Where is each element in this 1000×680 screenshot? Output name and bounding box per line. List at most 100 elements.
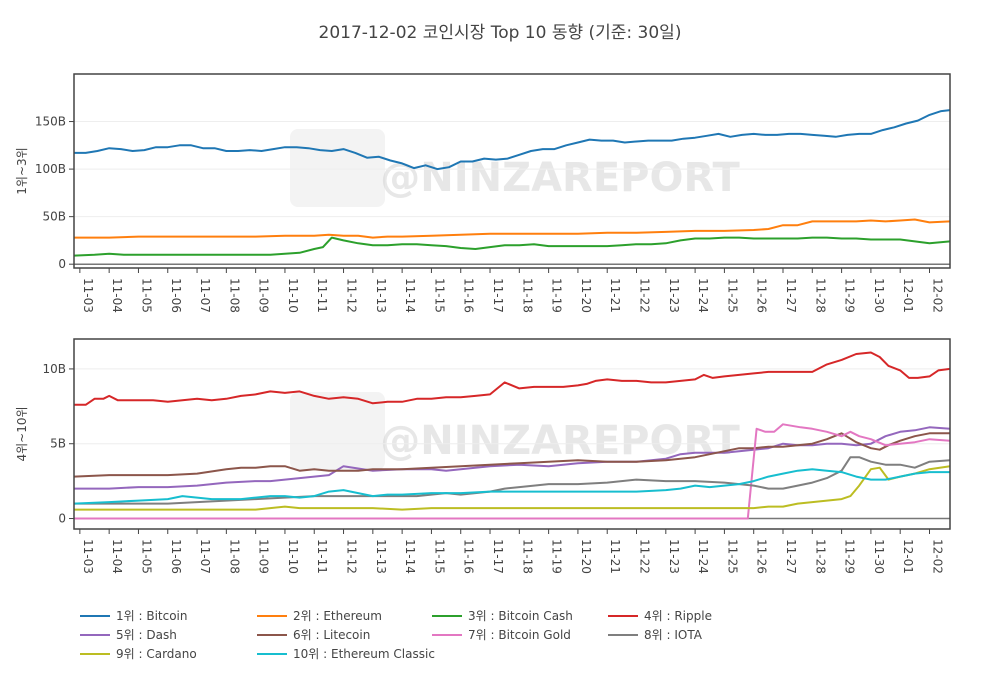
series-line-bitcoin-gold (74, 423, 951, 520)
panel-1: @NINZAREPORT 0 50B 100B 150B 1위~3위 11-03 11-04 1… (15, 73, 951, 313)
legend-label: 2위 : Ethereum (293, 609, 382, 623)
x-tick-label: 11-13 (374, 278, 388, 313)
legend-item[interactable]: 10위 : Ethereum Classic (257, 647, 435, 661)
y-axis-label: 1위~3위 (15, 147, 29, 194)
legend-label: 1위 : Bitcoin (116, 609, 188, 623)
x-tick-label: 11-30 (872, 278, 886, 313)
x-tick-label: 12-01 (901, 278, 915, 313)
x-tick-label: 11-16 (462, 539, 476, 574)
y-tick-label: 150B (35, 115, 66, 129)
x-tick-label: 11-27 (784, 278, 798, 313)
x-tick-label: 12-01 (901, 539, 915, 574)
x-tick-label: 11-26 (755, 278, 769, 313)
x-tick-label: 11-19 (550, 539, 564, 574)
series-line-bitcoin (74, 109, 951, 171)
x-tick-label: 11-28 (813, 539, 827, 574)
x-tick-label: 11-22 (638, 278, 652, 313)
x-tick-label: 11-03 (81, 539, 95, 574)
x-tick-label: 11-05 (139, 278, 153, 313)
legend-item[interactable]: 6위 : Litecoin (257, 628, 370, 642)
x-tick-label: 11-10 (286, 539, 300, 574)
x-tick-label: 11-07 (198, 278, 212, 313)
series-line-iota (74, 456, 951, 505)
y-tick-label: 0 (58, 512, 66, 526)
x-tick-label: 11-29 (843, 539, 857, 574)
x-tick-label: 11-08 (227, 278, 241, 313)
series-line-cardano (74, 465, 951, 511)
x-tick-label: 11-25 (725, 278, 739, 313)
x-tick-label: 11-06 (169, 539, 183, 574)
x-tick-label: 11-22 (638, 539, 652, 574)
legend-label: 8위 : IOTA (644, 628, 703, 642)
series-line-bitcoin-cash (73, 236, 951, 257)
x-tick-label: 12-02 (930, 539, 944, 574)
legend-item[interactable]: 8위 : IOTA (608, 628, 703, 642)
legend-label: 4위 : Ripple (644, 609, 712, 623)
x-tick-label: 11-21 (608, 539, 622, 574)
x-tick-label: 11-06 (169, 278, 183, 313)
legend-label: 9위 : Cardano (116, 647, 197, 661)
y-tick-label: 0 (58, 257, 66, 271)
x-tick-label: 11-09 (257, 539, 271, 574)
x-tick-label: 11-15 (432, 539, 446, 574)
x-tick-label: 11-14 (403, 539, 417, 574)
series-line-ripple (74, 351, 951, 406)
x-tick-label: 12-02 (930, 278, 944, 313)
legend-item[interactable]: 5위 : Dash (80, 628, 177, 642)
legend-label: 7위 : Bitcoin Gold (468, 628, 571, 642)
x-tick-label: 11-05 (139, 539, 153, 574)
x-tick-label: 11-27 (784, 539, 798, 574)
x-tick-label: 11-07 (198, 539, 212, 574)
legend-label: 6위 : Litecoin (293, 628, 370, 642)
x-tick-label: 11-23 (667, 539, 681, 574)
y-tick-label: 100B (35, 162, 66, 176)
legend-item[interactable]: 7위 : Bitcoin Gold (432, 628, 571, 642)
watermark-logo-icon (290, 129, 385, 207)
x-tick-label: 11-24 (696, 539, 710, 574)
x-tick-label: 11-20 (579, 278, 593, 313)
plot-frame (73, 338, 951, 530)
series-line-ethereum-classic (73, 468, 950, 505)
y-tick-label: 5B (50, 437, 66, 451)
x-tick-label: 11-30 (872, 539, 886, 574)
y-tick-label: 50B (42, 210, 66, 224)
x-tick-label: 11-14 (403, 278, 417, 313)
x-tick-label: 11-18 (520, 539, 534, 574)
x-tick-label: 11-11 (315, 278, 329, 313)
legend-item[interactable]: 4위 : Ripple (608, 609, 712, 623)
legend-item[interactable]: 1위 : Bitcoin (80, 609, 188, 623)
x-tick-label: 11-16 (462, 278, 476, 313)
series-line-ethereum (74, 218, 951, 239)
legend-label: 10위 : Ethereum Classic (293, 647, 435, 661)
watermark-text: @NINZAREPORT (380, 155, 740, 201)
x-tick-label: 11-23 (667, 278, 681, 313)
x-tick-label: 11-20 (579, 539, 593, 574)
x-tick-label: 11-10 (286, 278, 300, 313)
legend-item[interactable]: 2위 : Ethereum (257, 609, 382, 623)
legend-label: 5위 : Dash (116, 628, 177, 642)
x-tick-label: 11-15 (432, 278, 446, 313)
panel-2: @NINZAREPORT 0 5B 10B 4위~10위 11-03 11-04 11-05 1… (15, 338, 951, 574)
x-tick-label: 11-17 (491, 278, 505, 313)
x-tick-label: 11-18 (520, 278, 534, 313)
x-tick-label: 11-26 (755, 539, 769, 574)
x-tick-label: 11-04 (110, 278, 124, 313)
x-tick-label: 11-29 (843, 278, 857, 313)
x-tick-label: 11-28 (813, 278, 827, 313)
legend-label: 3위 : Bitcoin Cash (468, 609, 573, 623)
series-line-dash (74, 426, 951, 490)
chart-title: 2017-12-02 코인시장 Top 10 동향 (기준: 30일) (319, 23, 682, 43)
series-line-litecoin (73, 432, 950, 478)
legend: 1위 : Bitcoin 2위 : Ethereum 3위 : Bitcoin Ca… (80, 609, 712, 661)
legend-item[interactable]: 9위 : Cardano (80, 647, 197, 661)
y-axis-label: 4위~10위 (15, 406, 29, 461)
x-tick-label: 11-19 (550, 278, 564, 313)
watermark-text: @NINZAREPORT (380, 418, 740, 464)
x-tick-label: 11-04 (110, 539, 124, 574)
x-tick-label: 11-21 (608, 278, 622, 313)
legend-item[interactable]: 3위 : Bitcoin Cash (432, 609, 573, 623)
x-tick-label: 11-13 (374, 539, 388, 574)
watermark-logo-icon (290, 392, 385, 470)
